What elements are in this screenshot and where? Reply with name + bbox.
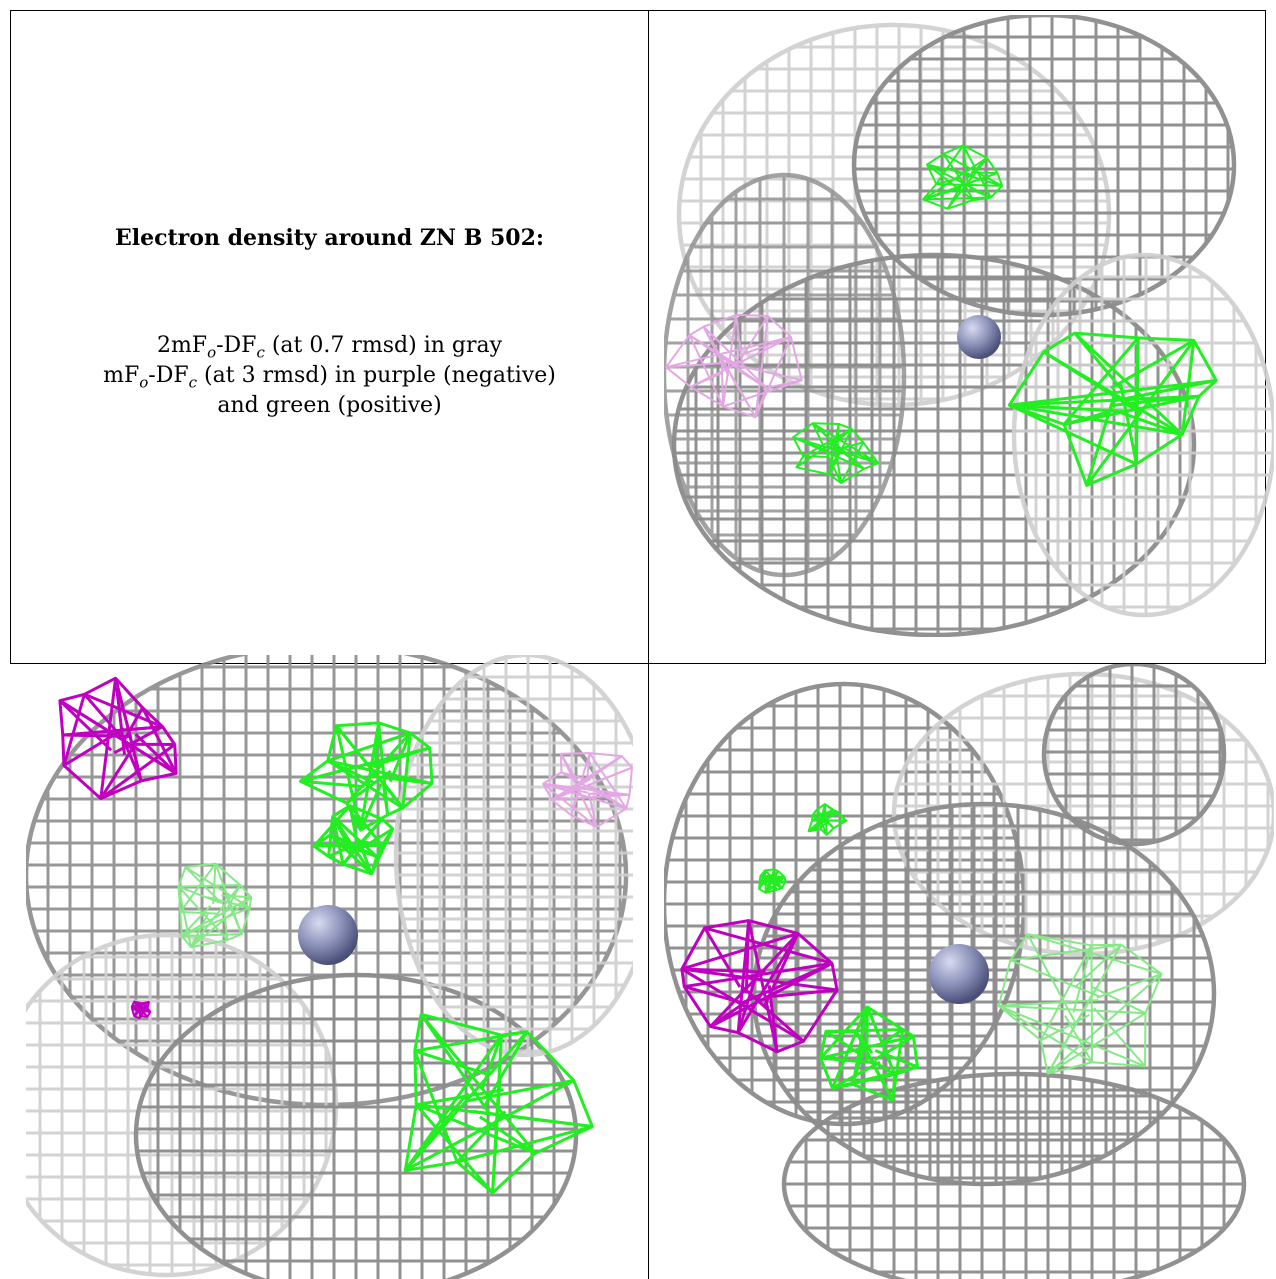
gray-mesh-blob xyxy=(1011,252,1274,618)
positive-density-cage xyxy=(177,862,253,949)
table-border-right xyxy=(1265,10,1266,664)
negative-density-cage xyxy=(542,752,633,829)
table-divider-horizontal xyxy=(10,663,1266,664)
negative-density-cage xyxy=(130,1000,152,1020)
positive-density-cage xyxy=(298,721,434,832)
gray-mesh-blob xyxy=(26,932,339,1278)
zinc-atom-sphere xyxy=(298,905,358,965)
mesh-render-bottom-right xyxy=(664,664,1274,1279)
density-view-bottom-right xyxy=(664,664,1274,1279)
legend-title: Electron density around ZN B 502: xyxy=(115,225,544,251)
positive-density-cage xyxy=(758,868,787,894)
gray-mesh-blob xyxy=(664,172,907,578)
gray-mesh-blob xyxy=(393,655,633,1058)
positive-density-cage xyxy=(807,803,848,836)
positive-density-cage xyxy=(819,1005,919,1102)
gray-mesh-blob xyxy=(851,15,1237,318)
positive-density-cage xyxy=(997,933,1163,1075)
gray-mesh-blob xyxy=(781,1071,1247,1279)
table-border-left xyxy=(10,10,11,664)
table-divider-vertical xyxy=(648,10,649,1279)
negative-density-cage xyxy=(680,919,839,1054)
positive-density-cage xyxy=(1007,331,1218,487)
gray-mesh-blob xyxy=(1041,664,1227,847)
mesh-render-bottom-left xyxy=(26,655,633,1279)
positive-density-cage xyxy=(792,422,880,485)
positive-density-cage xyxy=(403,1012,594,1195)
zinc-atom-sphere xyxy=(929,944,989,1004)
density-view-top-right xyxy=(664,15,1274,637)
zinc-atom-sphere xyxy=(957,315,1001,359)
mesh-render-top-right xyxy=(664,15,1274,637)
density-view-bottom-left xyxy=(26,655,633,1279)
legend-cell: Electron density around ZN B 502: 2mFo-D… xyxy=(11,11,648,662)
negative-density-cage xyxy=(665,313,803,419)
legend-line-positive: and green (positive) xyxy=(217,393,442,418)
negative-density-cage xyxy=(58,676,178,801)
legend-line-fo-fc: mFo-DFc (at 3 rmsd) in purple (negative) xyxy=(103,363,556,392)
legend-line-2fo-fc: 2mFo-DFc (at 0.7 rmsd) in gray xyxy=(156,333,503,362)
gray-mesh-blob xyxy=(133,972,579,1279)
table-border-top xyxy=(10,10,1266,11)
positive-density-cage xyxy=(922,144,1004,210)
